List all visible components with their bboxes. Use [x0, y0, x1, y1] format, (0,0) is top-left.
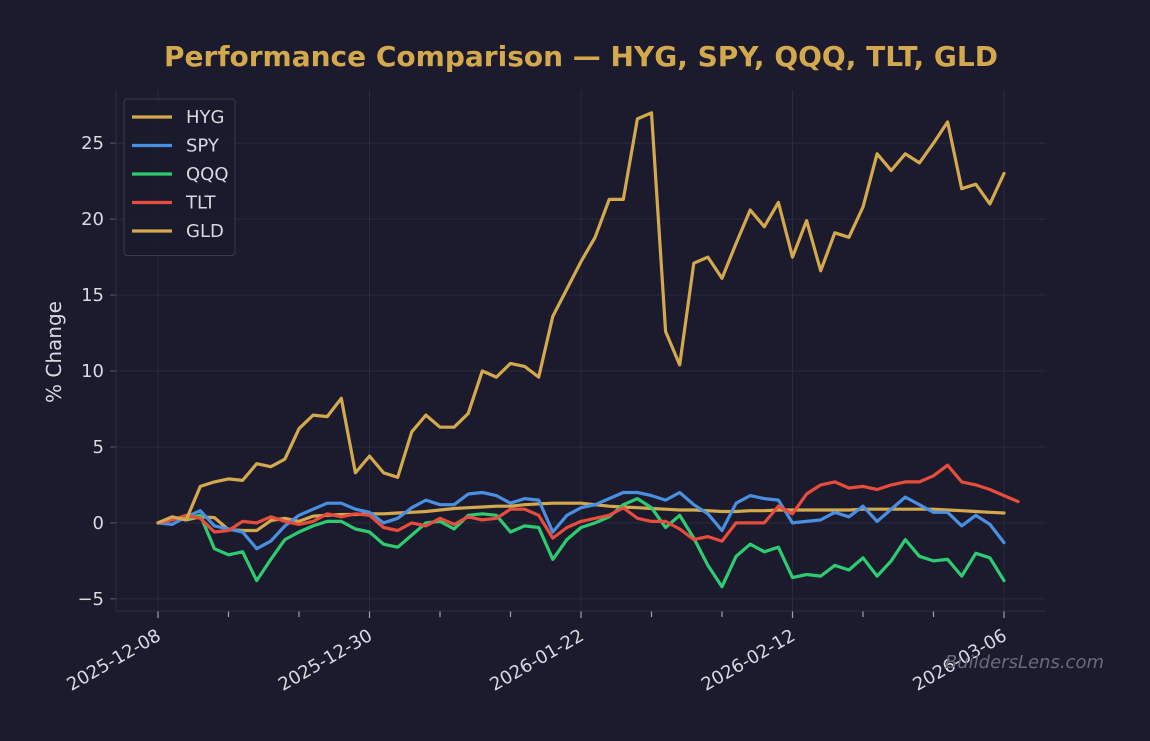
y-tick-label: 0 [93, 513, 104, 534]
legend-label-qqq: QQQ [186, 164, 229, 185]
y-tick-label: 10 [81, 361, 104, 382]
legend-label-gld: GLD [186, 221, 224, 242]
axes [110, 90, 1046, 618]
y-axis-label: % Change [42, 301, 66, 403]
series-line-qqq [156, 497, 1006, 589]
legend-label-hyg: HYG [186, 107, 224, 128]
y-tick-label: 25 [81, 133, 104, 154]
series-line-hyg [156, 501, 1006, 533]
y-tick-label: −5 [77, 589, 104, 610]
series-lines [156, 111, 1020, 589]
y-tick-label: 20 [81, 209, 104, 230]
series-line-spy [156, 490, 1006, 551]
legend: HYG SPY QQQ TLT GLD [123, 98, 236, 256]
legend-label-tlt: TLT [185, 193, 217, 214]
legend-label-spy: SPY [186, 136, 220, 157]
series-line-tlt [156, 463, 1020, 543]
y-tick-label: 5 [93, 437, 104, 458]
legend-box [123, 98, 236, 256]
watermark: BuildersLens.com [945, 652, 1104, 673]
chart-title: Performance Comparison — HYG, SPY, QQQ, … [164, 40, 998, 73]
y-tick-label: 15 [81, 285, 104, 306]
series-line-gld [156, 111, 1006, 525]
